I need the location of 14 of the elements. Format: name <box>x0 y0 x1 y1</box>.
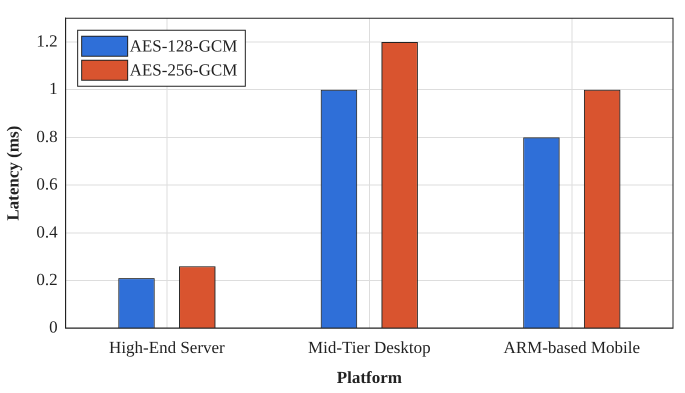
y-tick-label: 1.2 <box>36 32 58 51</box>
y-tick-label: 0 <box>49 318 58 337</box>
y-axis-title: Latency (ms) <box>4 126 23 221</box>
y-tick-label: 0.4 <box>36 222 58 242</box>
y-tick-label: 0.2 <box>36 270 58 289</box>
x-axis-title: Platform <box>336 368 402 388</box>
y-tick-label: 1 <box>49 79 58 98</box>
y-tick-label: 0.8 <box>36 126 58 146</box>
legend-label: AES-256-GCM <box>130 60 238 80</box>
y-tick-label: 0.6 <box>36 174 58 194</box>
x-tick-label: ARM-based Mobile <box>504 338 640 357</box>
legend-label: AES-128-GCM <box>130 36 238 56</box>
x-tick-label: High-End Server <box>109 338 226 357</box>
x-tick-label: Mid-Tier Desktop <box>308 338 431 357</box>
